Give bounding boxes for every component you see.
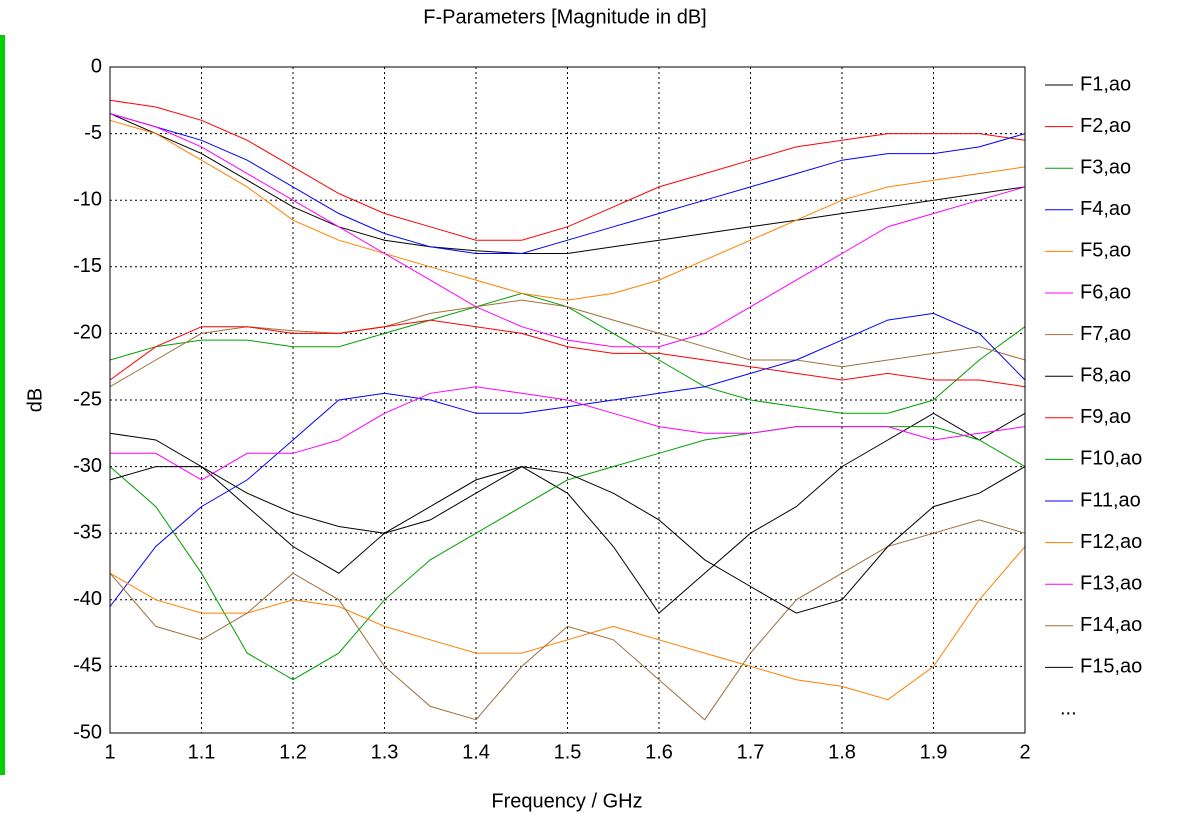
x-tick-label: 1.8 — [828, 741, 856, 763]
side-bar — [0, 35, 5, 775]
legend-label: F4,ao — [1080, 198, 1131, 220]
series-line — [109, 519, 1026, 721]
legend-label: F11,ao — [1080, 489, 1141, 511]
series-line — [109, 312, 1026, 607]
series-line — [109, 412, 1026, 614]
legend-label: F8,ao — [1080, 364, 1131, 386]
y-tick-label: -5 — [84, 122, 102, 144]
y-tick-label: -35 — [73, 521, 102, 543]
series-line — [109, 546, 1026, 701]
legend-label: F12,ao — [1080, 531, 1142, 553]
series-line — [109, 466, 1026, 614]
chart-title: F-Parameters [Magnitude in dB] — [423, 6, 706, 28]
legend-label: F5,ao — [1080, 240, 1131, 262]
legend-label: F7,ao — [1080, 323, 1131, 345]
x-tick-label: 1 — [104, 741, 115, 763]
x-tick-label: 1.5 — [554, 741, 582, 763]
x-tick-label: 1.4 — [462, 741, 490, 763]
legend-label: F2,ao — [1080, 115, 1131, 137]
legend-label: F10,ao — [1080, 448, 1142, 470]
legend-label: F14,ao — [1080, 614, 1142, 636]
y-tick-label: -40 — [73, 588, 102, 610]
legend-label: F6,ao — [1080, 281, 1131, 303]
y-tick-label: -20 — [73, 322, 102, 344]
legend-label: F3,ao — [1080, 156, 1131, 178]
y-tick-label: -30 — [73, 455, 102, 477]
x-axis-label: Frequency / GHz — [491, 790, 642, 812]
legend-label: F15,ao — [1080, 656, 1142, 678]
y-axis-label: dB — [24, 388, 46, 412]
legend-label: F9,ao — [1080, 406, 1131, 428]
series-line — [109, 99, 1026, 241]
y-tick-label: -50 — [73, 721, 102, 743]
y-tick-label: -25 — [73, 388, 102, 410]
y-tick-label: -10 — [73, 188, 102, 210]
x-tick-label: 1.7 — [737, 741, 765, 763]
y-tick-label: 0 — [91, 55, 102, 77]
x-tick-label: 2 — [1019, 741, 1030, 763]
series-line — [109, 299, 1026, 388]
x-tick-label: 1.3 — [371, 741, 399, 763]
y-tick-label: -15 — [73, 255, 102, 277]
legend-label: F1,ao — [1080, 73, 1131, 95]
x-tick-label: 1.2 — [279, 741, 307, 763]
x-tick-label: 1.9 — [920, 741, 948, 763]
series-line — [109, 113, 1026, 348]
legend-label: F13,ao — [1080, 572, 1142, 594]
x-tick-label: 1.1 — [188, 741, 216, 763]
x-tick-label: 1.6 — [645, 741, 673, 763]
y-tick-label: -45 — [73, 655, 102, 677]
series-line — [109, 113, 1026, 254]
series-line — [109, 319, 1026, 388]
plot-frame — [109, 66, 1026, 734]
legend-more: ... — [1060, 697, 1077, 719]
series-line — [110, 386, 1026, 481]
series-line — [109, 119, 1026, 301]
series-line — [109, 113, 1026, 254]
